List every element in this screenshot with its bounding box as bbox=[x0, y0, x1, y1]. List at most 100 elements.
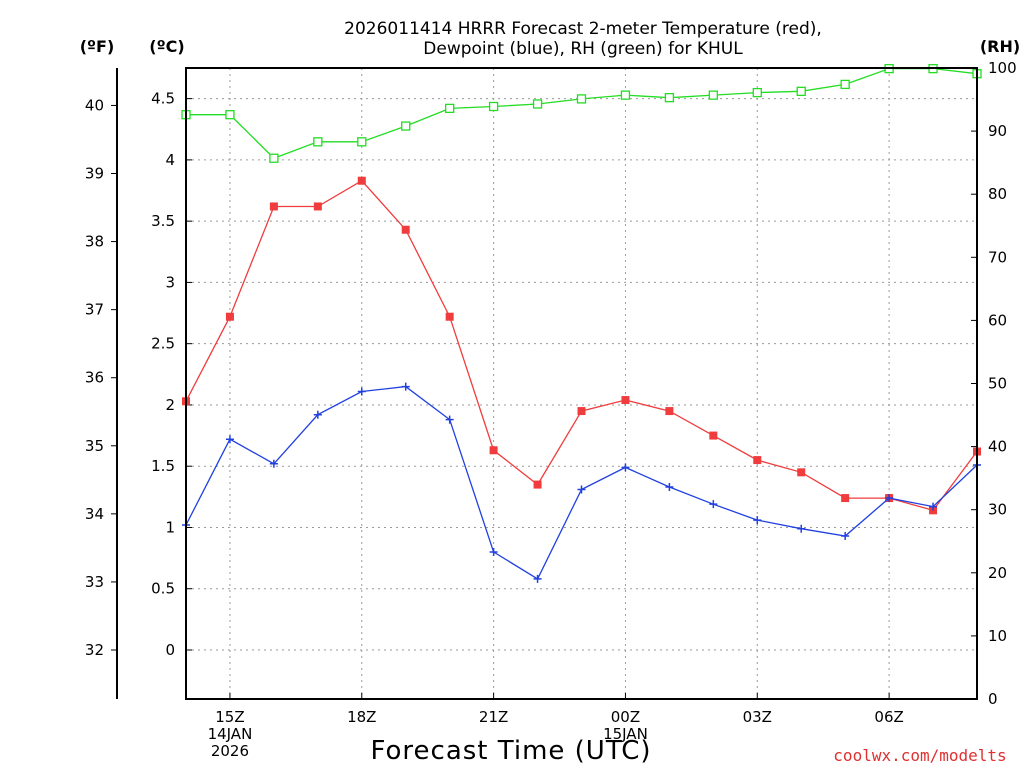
temperature-point bbox=[225, 312, 234, 321]
celsius-tick-label: 4 bbox=[165, 151, 175, 169]
rh-point bbox=[708, 90, 718, 100]
dewpoint-point bbox=[313, 410, 322, 419]
dewpoint-point bbox=[753, 516, 762, 525]
dewpoint-point bbox=[577, 485, 586, 494]
celsius-tick-label: 4.5 bbox=[151, 90, 175, 108]
rh-tick-label: 100 bbox=[988, 59, 1017, 77]
time-tick-label: 03Z bbox=[743, 708, 772, 726]
dewpoint-point bbox=[401, 382, 410, 391]
rh-tick-label: 70 bbox=[988, 248, 1007, 266]
rh-point bbox=[752, 87, 762, 98]
rh-tick-label: 50 bbox=[988, 375, 1007, 393]
time-tick-label: 2026 bbox=[211, 742, 249, 760]
dewpoint-point bbox=[797, 524, 806, 533]
celsius-tick-label: 0 bbox=[165, 641, 175, 659]
rh-tick-label: 60 bbox=[988, 311, 1007, 329]
dewpoint-point bbox=[885, 494, 894, 503]
temperature-point bbox=[533, 480, 542, 489]
celsius-tick-label: 1 bbox=[165, 518, 175, 536]
time-tick-label: 15JAN bbox=[603, 725, 648, 743]
dewpoint-point bbox=[357, 387, 366, 396]
rh-point bbox=[401, 121, 411, 131]
time-tick-label: 21Z bbox=[479, 708, 508, 726]
chart-title-line1: 2026011414 HRRR Forecast 2-meter Tempera… bbox=[344, 19, 822, 39]
celsius-tick-label: 3 bbox=[165, 273, 175, 291]
rh-axis: 0 10 20 30 40 50 60 70 80 90 100 bbox=[971, 59, 1017, 708]
rh-point bbox=[488, 101, 499, 112]
series-layer bbox=[181, 63, 982, 583]
rh-point bbox=[357, 137, 367, 147]
time-tick-label: 00Z bbox=[611, 708, 640, 726]
rh-tick-label: 40 bbox=[988, 438, 1007, 456]
rh-point bbox=[445, 103, 455, 114]
rh-point bbox=[620, 90, 631, 100]
time-tick-label: 18Z bbox=[347, 708, 376, 726]
fahrenheit-tick-label: 38 bbox=[85, 233, 104, 251]
dewpoint-point bbox=[533, 574, 542, 583]
fahrenheit-tick-label: 37 bbox=[85, 301, 104, 319]
temperature-line bbox=[185, 179, 978, 512]
dewpoint-point bbox=[225, 435, 234, 444]
temperature-point bbox=[269, 202, 278, 211]
fahrenheit-axis-unit: (ºF) bbox=[80, 37, 115, 56]
dewpoint-point bbox=[489, 547, 498, 556]
rh-line bbox=[186, 67, 978, 159]
temperature-point bbox=[753, 456, 762, 465]
fahrenheit-tick-label: 36 bbox=[85, 369, 104, 387]
fahrenheit-tick-label: 32 bbox=[85, 641, 104, 659]
fahrenheit-tick-label: 35 bbox=[85, 437, 104, 455]
rh-point bbox=[269, 153, 279, 163]
rh-point bbox=[225, 110, 235, 120]
temperature-point bbox=[797, 468, 806, 477]
fahrenheit-tick-label: 39 bbox=[85, 165, 104, 183]
temperature-point bbox=[841, 494, 850, 503]
dewpoint-point bbox=[621, 463, 630, 472]
rh-tick-label: 90 bbox=[988, 122, 1007, 140]
dewpoint-point bbox=[929, 502, 938, 511]
time-tick-label: 14JAN bbox=[208, 725, 253, 743]
celsius-tick-label: 2.5 bbox=[151, 335, 175, 353]
temperature-point bbox=[401, 225, 410, 234]
temperature-point bbox=[357, 176, 366, 185]
fahrenheit-tick-label: 34 bbox=[85, 505, 104, 523]
fahrenheit-axis: 32 33 34 35 36 37 38 39 40 bbox=[85, 96, 117, 659]
temperature-point bbox=[445, 312, 454, 321]
temperature-point bbox=[489, 446, 498, 455]
plot-frame bbox=[185, 67, 978, 700]
fahrenheit-tick-label: 40 bbox=[85, 96, 104, 114]
rh-tick-label: 30 bbox=[988, 501, 1007, 519]
dewpoint-point bbox=[841, 532, 850, 541]
chart-title-line2: Dewpoint (blue), RH (green) for KHUL bbox=[423, 39, 743, 59]
dewpoint-point bbox=[665, 483, 674, 492]
rh-tick-label: 20 bbox=[988, 564, 1007, 582]
celsius-axis-unit: (ºC) bbox=[149, 37, 184, 56]
celsius-tick-label: 0.5 bbox=[151, 580, 175, 598]
temperature-point bbox=[621, 396, 630, 405]
rh-point bbox=[664, 93, 675, 103]
temperature-point bbox=[709, 431, 718, 440]
rh-tick-label: 10 bbox=[988, 627, 1007, 645]
rh-point bbox=[532, 99, 543, 109]
temperature-point bbox=[665, 407, 674, 416]
dewpoint-line bbox=[185, 385, 978, 580]
temperature-point bbox=[313, 202, 322, 211]
celsius-tick-label: 1.5 bbox=[151, 457, 175, 475]
rh-point bbox=[796, 86, 806, 96]
temperature-point bbox=[577, 407, 586, 416]
time-tick-label: 06Z bbox=[874, 708, 903, 726]
rh-point bbox=[840, 79, 850, 90]
dewpoint-point bbox=[709, 500, 718, 509]
rh-point bbox=[313, 137, 323, 147]
rh-point bbox=[576, 94, 587, 104]
x-axis-label: Forecast Time (UTC) bbox=[370, 736, 651, 766]
celsius-tick-label: 2 bbox=[165, 396, 175, 414]
celsius-axis: 0 0.5 1 1.5 2 2.5 3 3.5 4 4.5 bbox=[151, 90, 192, 659]
fahrenheit-tick-label: 33 bbox=[85, 573, 104, 591]
time-tick-label: 15Z bbox=[215, 708, 244, 726]
rh-tick-label: 0 bbox=[988, 690, 998, 708]
celsius-tick-label: 3.5 bbox=[151, 212, 175, 230]
dewpoint-point bbox=[445, 415, 454, 424]
rh-tick-label: 80 bbox=[988, 185, 1007, 203]
